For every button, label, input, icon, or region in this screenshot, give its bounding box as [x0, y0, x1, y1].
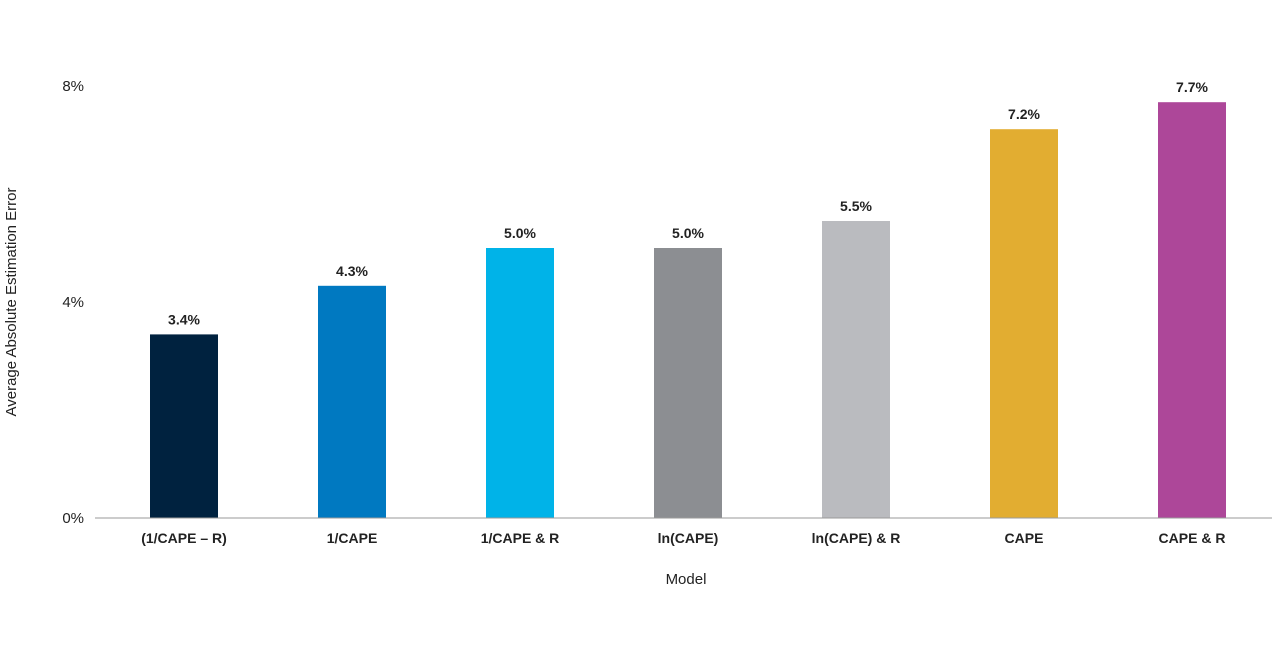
x-tick-label: CAPE & R: [1159, 530, 1226, 546]
y-axis-ticks: 0% 4% 8%: [62, 78, 84, 527]
bar: [150, 334, 218, 518]
bar-value-label: 5.0%: [504, 225, 536, 241]
x-tick-label: 1/CAPE: [327, 530, 378, 546]
bar-value-label: 7.2%: [1008, 106, 1040, 122]
bar: [822, 221, 890, 518]
y-axis-title: Average Absolute Estimation Error: [3, 187, 20, 416]
bar-value-label: 4.3%: [336, 263, 368, 279]
x-tick-label: ln(CAPE): [658, 530, 719, 546]
y-tick-label: 4%: [62, 294, 84, 311]
bar: [990, 129, 1058, 518]
x-tick-label: 1/CAPE & R: [481, 530, 560, 546]
x-axis-labels: (1/CAPE – R) 1/CAPE 1/CAPE & R ln(CAPE) ln(C…: [141, 530, 1225, 546]
x-axis-title: Model: [666, 571, 707, 588]
bar-value-label: 7.7%: [1176, 79, 1208, 95]
x-tick-label: (1/CAPE – R): [141, 530, 227, 546]
y-tick-label: 0%: [62, 510, 84, 527]
bar-value-label: 3.4%: [168, 311, 200, 327]
bar: [486, 248, 554, 518]
data-labels-group: 3.4% 4.3% 5.0% 5.0% 5.5% 7.2% 7.7%: [168, 79, 1208, 327]
bar: [318, 285, 386, 518]
y-tick-label: 8%: [62, 78, 84, 95]
x-tick-label: CAPE: [1005, 530, 1044, 546]
bars-group: [150, 102, 1226, 518]
bar-value-label: 5.5%: [840, 198, 872, 214]
bar: [1158, 102, 1226, 518]
x-tick-label: ln(CAPE) & R: [812, 530, 901, 546]
bar-value-label: 5.0%: [672, 225, 704, 241]
bar: [654, 248, 722, 518]
